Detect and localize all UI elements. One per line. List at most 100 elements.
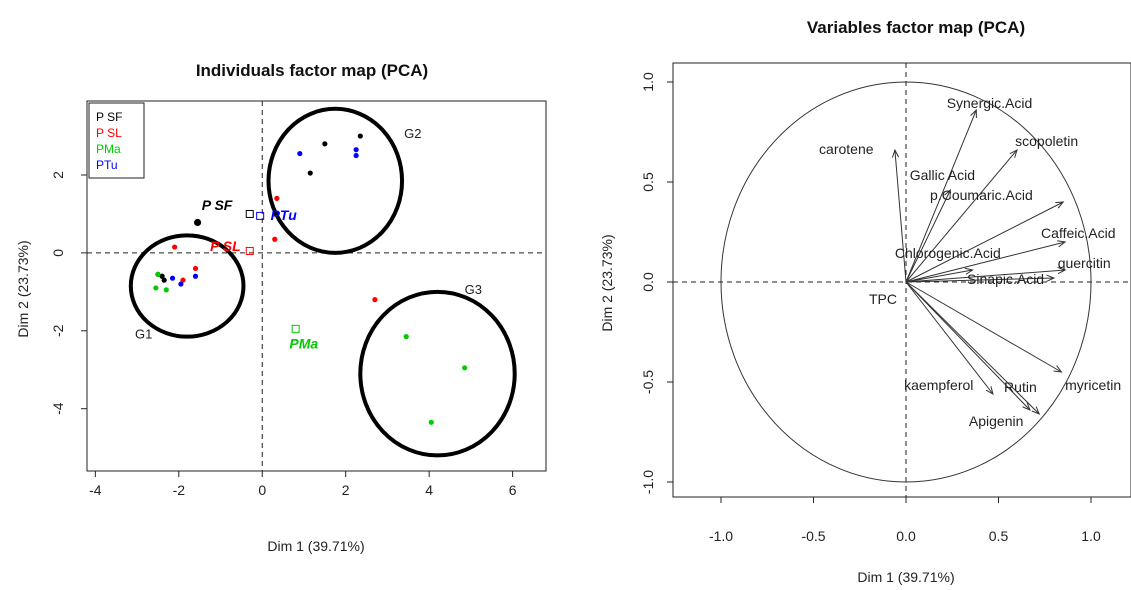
arrow-head: [1022, 402, 1031, 411]
x-tick-label: 0: [258, 482, 266, 498]
data-point: [297, 150, 303, 157]
variable-arrow: [905, 109, 977, 283]
individuals-plot-frame: [86, 100, 547, 472]
variable-arrow: [905, 149, 1018, 283]
data-point: [192, 265, 199, 272]
y-tick-label: 0: [50, 249, 66, 257]
data-point: [357, 133, 363, 139]
variables-xlabel: Dim 1 (39.71%): [857, 569, 954, 585]
variable-label: carotene: [819, 141, 874, 157]
data-point: [272, 236, 278, 242]
variable-arrow: [905, 241, 1066, 283]
individuals-ticks: -4 -2 0 2 4 6 2 0 -2 -4: [50, 171, 517, 498]
individuals-centroids: P SF PTu P SL PMa: [202, 197, 319, 351]
individuals-legend: P SF P SL PMa PTu: [88, 102, 145, 179]
data-point: [353, 147, 359, 153]
variable-label: Chlorogenic.Acid: [895, 245, 1001, 261]
data-point: [307, 170, 313, 176]
data-point: [192, 273, 199, 279]
variable-arrow: [905, 281, 994, 395]
data-point: [169, 275, 176, 281]
variable-arrow: [905, 281, 1062, 373]
individuals-xlabel: Dim 1 (39.71%): [267, 538, 364, 554]
centroid-label: P SF: [202, 197, 233, 213]
variable-arrow: [905, 269, 973, 283]
y-tick-label: -1.0: [640, 470, 656, 494]
arrow-head: [1046, 274, 1056, 282]
data-point: [153, 285, 159, 291]
data-point: [462, 365, 468, 371]
x-tick-label: -1.0: [709, 528, 733, 544]
data-point: [353, 152, 359, 159]
variables-plot-frame: [672, 62, 1131, 498]
legend-entry: P SL: [96, 126, 122, 140]
variables-reference-lines: [673, 63, 1131, 497]
centroid-marker: [291, 324, 300, 333]
variable-arrow: [905, 281, 1040, 415]
individuals-points: [153, 133, 468, 425]
variable-label: p.Coumaric.Acid: [930, 187, 1033, 203]
arrow-head: [1053, 365, 1063, 373]
individuals-chart: Individuals factor map (PCA) G1 G2 G3 P SF…: [15, 61, 547, 554]
y-tick-label: 0.5: [640, 172, 656, 192]
centroid-label: P SL: [210, 238, 241, 254]
variables-chart: Variables factor map (PCA) Synergic.Acid…: [599, 18, 1131, 585]
arrow-head: [891, 148, 900, 158]
arrow-head: [1057, 240, 1067, 248]
centroid-label: PMa: [289, 335, 318, 351]
y-tick-label: 1.0: [640, 72, 656, 92]
x-tick-label: -2: [173, 482, 186, 498]
legend-entries: P SF P SL PMa PTu: [96, 110, 122, 172]
variables-ticks: -1.0 -0.5 0.0 0.5 1.0 1.0 0.5 0.0 -0.5 -1.0: [640, 72, 1101, 544]
variable-label: Gallic Acid: [910, 167, 975, 183]
data-point: [274, 195, 280, 201]
variable-label: Rutin: [1004, 379, 1037, 395]
x-tick-label: 2: [342, 482, 350, 498]
data-point: [163, 287, 169, 293]
data-point: [322, 141, 328, 147]
data-point: [428, 419, 434, 425]
variable-arrow: [905, 277, 1055, 283]
x-tick-label: 1.0: [1081, 528, 1101, 544]
group-label-g2: G2: [404, 126, 421, 141]
variable-arrow: [894, 149, 907, 283]
individuals-ylabel: Dim 2 (23.73%): [15, 240, 31, 337]
data-point: [180, 277, 186, 283]
arrow-head: [970, 108, 977, 119]
group-label-g3: G3: [465, 282, 482, 297]
variable-arrow: [905, 281, 1031, 411]
variable-label: Apigenin: [969, 413, 1024, 429]
y-tick-label: -0.5: [640, 370, 656, 394]
legend-box: [88, 102, 145, 179]
variable-arrow: [905, 269, 1066, 283]
data-point: [193, 218, 202, 227]
arrow-head: [944, 188, 951, 199]
variable-arrow: [905, 201, 1064, 283]
x-tick-label: -4: [89, 482, 102, 498]
centroid-marker: [245, 209, 254, 218]
variable-label: Synergic.Acid: [947, 95, 1033, 111]
variable-label: scopoletin: [1015, 133, 1078, 149]
arrow-head: [985, 386, 994, 396]
y-tick-label: -2: [50, 324, 66, 337]
arrow-head: [1031, 406, 1041, 415]
arrow-head: [1009, 149, 1018, 158]
data-point: [159, 273, 165, 279]
centroid-label: PTu: [271, 207, 298, 223]
arrow-head: [964, 267, 974, 275]
centroid-marker: [245, 246, 254, 255]
variable-label: kaempferol: [904, 377, 973, 393]
x-tick-label: 6: [509, 482, 517, 498]
y-tick-label: 0.0: [640, 272, 656, 292]
data-point: [155, 271, 161, 277]
variable-label: myricetin: [1065, 377, 1121, 393]
individuals-title: Individuals factor map (PCA): [196, 61, 428, 80]
x-tick-label: 0.5: [989, 528, 1009, 544]
variable-label: quercitin: [1058, 255, 1111, 271]
group-circle-g1: [128, 233, 246, 339]
variable-label: TPC: [869, 291, 897, 307]
variables-title: Variables factor map (PCA): [807, 18, 1025, 37]
centroid-marker: [256, 211, 265, 220]
